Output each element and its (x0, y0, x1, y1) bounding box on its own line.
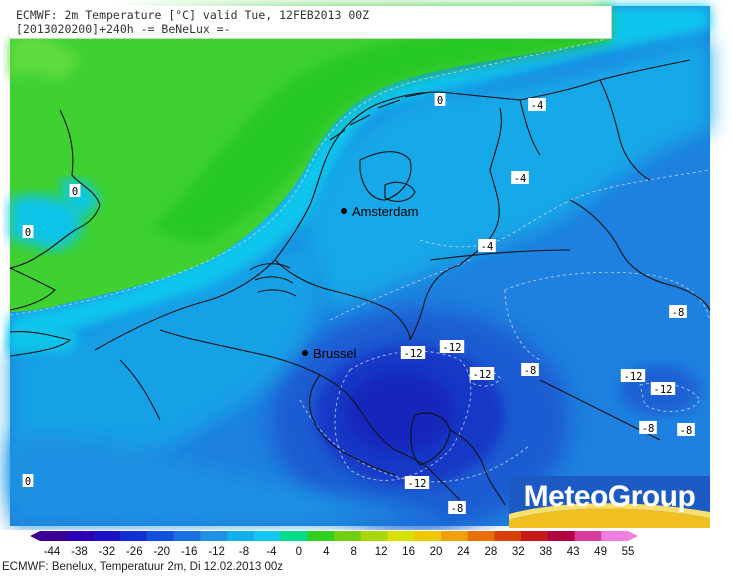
scale-tick-label: -12 (208, 546, 225, 558)
contour-label-box (669, 305, 687, 318)
contour-label-box (439, 340, 465, 353)
contour-label: -12 (408, 478, 427, 490)
scale-tick-label: 55 (622, 546, 635, 558)
scale-tick-label: 0 (296, 546, 302, 558)
scale-tick-label: 24 (457, 546, 470, 558)
scale-swatch (574, 531, 602, 541)
contour-label-box (639, 421, 657, 434)
scale-swatch (173, 531, 201, 541)
scale-tick-label: 32 (512, 546, 525, 558)
borders (9, 59, 711, 506)
contour-label-box (521, 363, 539, 376)
scale-swatch (120, 531, 148, 541)
scale-swatch (414, 531, 442, 541)
scale-tick-label: -20 (153, 546, 170, 558)
city-label-amsterdam: Amsterdam (352, 204, 418, 219)
scale-tick-label: -8 (239, 546, 249, 558)
meteogroup-logo (509, 476, 710, 528)
scale-swatch (280, 531, 308, 541)
city-markers: Amsterdam Brussel (302, 204, 418, 361)
contour-label: 0 (72, 186, 78, 198)
scale-tick-label: -16 (181, 546, 198, 558)
contour-label: -8 (680, 425, 693, 437)
scale-swatch (387, 531, 415, 541)
scale-tick-label: 16 (402, 546, 415, 558)
scale-tick-label: 8 (351, 546, 357, 558)
city-dot-brussel (302, 350, 308, 356)
scale-tick-label: 43 (567, 546, 580, 558)
contour-label: -12 (624, 371, 643, 383)
contour-label: -12 (654, 384, 673, 396)
scale-tick-label: -26 (126, 546, 143, 558)
footer-caption: ECMWF: Benelux, Temperatuur 2m, Di 12.02… (2, 561, 284, 573)
contour-label: 0 (437, 95, 443, 107)
contour-label: -8 (524, 365, 537, 377)
scale-tick-label: 4 (323, 546, 330, 558)
contour-label: -12 (473, 369, 492, 381)
contour-label: -12 (443, 342, 462, 354)
contour-label-box (22, 225, 34, 238)
map-header: ECMWF: 2m Temperature [°C] valid Tue, 12… (10, 6, 612, 39)
brand-box: MeteoGroup (509, 476, 710, 528)
contour-labels: 0 0 0 0 -4 -4 -4 -8 -8 -8 -8 -8 -12 -12 -12 -12 -12 -12 (22, 93, 695, 515)
contour-label-box (404, 476, 430, 489)
contour-label-box (528, 98, 546, 111)
map-title: ECMWF: 2m Temperature [°C] valid Tue, 12… (16, 8, 370, 22)
scale-tick-label: 12 (375, 546, 388, 558)
map-run-info: [2013020200]+240h -= BeNeLux =- (16, 22, 231, 36)
temperature-field (9, 6, 711, 530)
scale-arrow-right (628, 531, 638, 541)
scale-swatch (467, 531, 495, 541)
city-dot-amsterdam (341, 208, 347, 214)
scale-tick-label: 20 (430, 546, 443, 558)
contour-label-box (511, 171, 529, 184)
contour-label-box (650, 382, 676, 395)
contour-label: -12 (404, 348, 423, 360)
scale-tick-label: -44 (44, 546, 61, 558)
contour-label-box (469, 367, 495, 380)
scale-arrow-left (30, 531, 40, 541)
contour-label-box (448, 501, 466, 514)
contour-label: -8 (451, 503, 464, 515)
contour-label-box (478, 239, 496, 252)
contour-label-box (69, 184, 81, 197)
contour-label-box (677, 423, 695, 436)
contour-label: 0 (25, 476, 31, 488)
contour-label-box (22, 474, 34, 487)
scale-tick-label: 28 (484, 546, 497, 558)
city-label-brussel: Brussel (313, 346, 356, 361)
contour-label: -8 (642, 423, 655, 435)
scale-swatch (521, 531, 549, 541)
scale-swatch (440, 531, 469, 541)
scale-swatch (200, 531, 228, 541)
brand-text: MeteoGroup (523, 480, 696, 513)
scale-swatch (66, 531, 94, 541)
contour-label-box (434, 93, 446, 106)
contour-label: -4 (481, 241, 494, 253)
contour-label-box (400, 346, 426, 359)
scale-swatch (40, 531, 68, 541)
scale-tick-label: 38 (539, 546, 552, 558)
contour-label-box (620, 369, 646, 382)
temperature-map: Amsterdam Brussel 0 0 0 0 -4 -4 -4 -8 -8 -8 -8 -8 -1… (9, 6, 711, 530)
contour-label: -4 (514, 173, 527, 185)
scale-tick-label: -4 (266, 546, 277, 558)
scale-swatch (146, 531, 175, 541)
scale-swatch (360, 531, 388, 541)
scale-tick-label: -32 (99, 546, 116, 558)
scale-swatch (253, 531, 282, 541)
scale-tick-label: -38 (71, 546, 88, 558)
scale-tick-label: 49 (594, 546, 607, 558)
scale-swatch (601, 531, 629, 541)
contour-label: -8 (672, 307, 685, 319)
scale-swatch (93, 531, 121, 541)
scale-swatch (334, 531, 362, 541)
contour-label: 0 (25, 227, 31, 239)
scale-swatch (227, 531, 255, 541)
scale-swatch (494, 531, 522, 541)
scale-swatch (547, 531, 576, 541)
scale-swatch (307, 531, 335, 541)
color-scale-bar: -44 -38 -32 -26 -20 -16 -12 -8 -4 0 4 8 12 16 20 24 28 32… (30, 531, 638, 558)
contour-label: -4 (531, 100, 544, 112)
